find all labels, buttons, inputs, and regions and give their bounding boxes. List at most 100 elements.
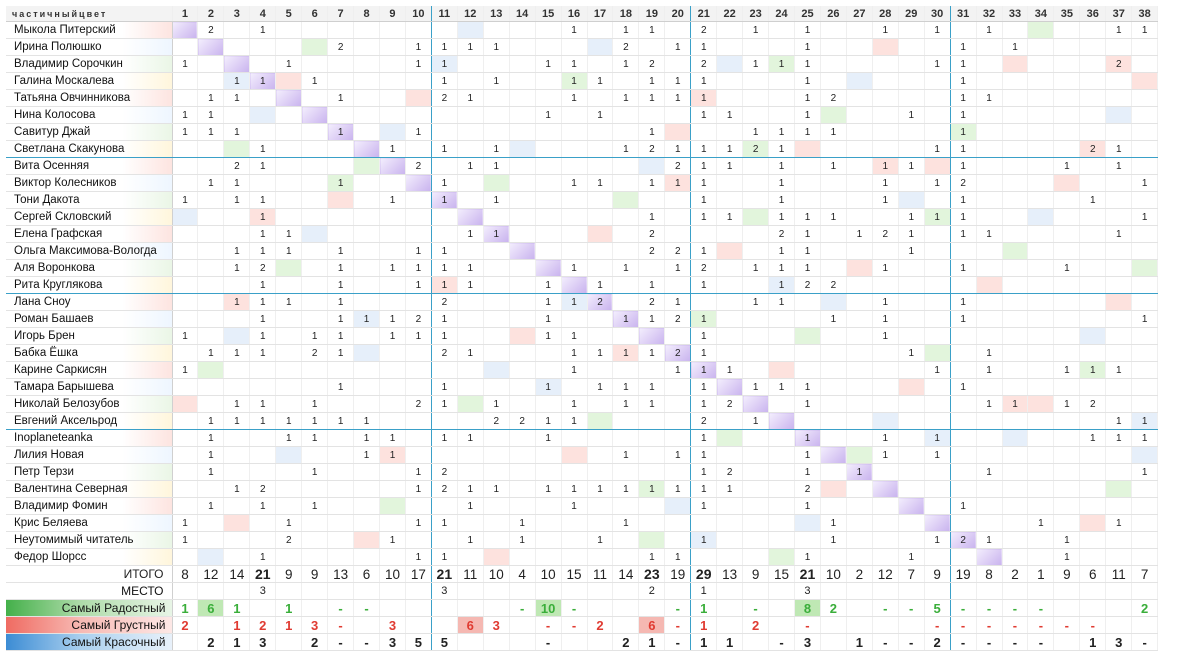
- score-cell[interactable]: [249, 531, 277, 549]
- score-cell[interactable]: 1: [561, 327, 588, 345]
- score-cell[interactable]: 1: [223, 72, 251, 90]
- score-cell[interactable]: [898, 21, 925, 39]
- score-cell[interactable]: 2: [950, 174, 977, 192]
- score-cell[interactable]: [379, 21, 406, 39]
- score-cell[interactable]: 1: [431, 310, 458, 328]
- score-cell[interactable]: [924, 259, 951, 277]
- score-cell[interactable]: [1079, 463, 1107, 481]
- score-cell[interactable]: 1: [249, 225, 277, 243]
- score-cell[interactable]: [509, 378, 536, 396]
- score-cell[interactable]: [327, 225, 355, 243]
- score-cell[interactable]: 2: [405, 310, 432, 328]
- score-cell[interactable]: [172, 157, 199, 175]
- score-cell[interactable]: [353, 208, 380, 226]
- score-cell[interactable]: [872, 72, 899, 90]
- score-cell[interactable]: [587, 446, 614, 464]
- score-cell[interactable]: 2: [301, 344, 329, 362]
- score-cell[interactable]: 1: [1105, 140, 1133, 158]
- score-cell[interactable]: 1: [561, 55, 588, 73]
- score-cell[interactable]: [1002, 225, 1029, 243]
- score-cell[interactable]: 1: [716, 208, 744, 226]
- score-cell[interactable]: [742, 276, 770, 294]
- score-cell[interactable]: [794, 310, 821, 328]
- score-cell[interactable]: [1079, 412, 1107, 430]
- score-cell[interactable]: 1: [457, 259, 484, 277]
- score-cell[interactable]: [587, 412, 614, 430]
- score-cell[interactable]: [820, 344, 847, 362]
- score-cell[interactable]: 2: [431, 480, 458, 498]
- score-cell[interactable]: [301, 55, 329, 73]
- score-cell[interactable]: [768, 106, 795, 124]
- score-cell[interactable]: [1105, 531, 1133, 549]
- score-cell[interactable]: 1: [820, 531, 847, 549]
- score-cell[interactable]: [353, 361, 380, 379]
- score-cell[interactable]: [457, 548, 484, 566]
- score-cell[interactable]: [535, 259, 562, 277]
- score-cell[interactable]: 1: [742, 55, 770, 73]
- score-cell[interactable]: 1: [405, 514, 432, 532]
- score-cell[interactable]: 1: [301, 497, 329, 515]
- score-cell[interactable]: 1: [612, 446, 640, 464]
- score-cell[interactable]: [638, 514, 666, 532]
- score-cell[interactable]: [379, 395, 406, 413]
- score-cell[interactable]: [587, 497, 614, 515]
- score-cell[interactable]: [1053, 412, 1081, 430]
- score-cell[interactable]: 1: [1131, 310, 1159, 328]
- score-cell[interactable]: 1: [924, 429, 951, 447]
- score-cell[interactable]: 1: [457, 344, 484, 362]
- score-cell[interactable]: [768, 395, 795, 413]
- score-cell[interactable]: 1: [1079, 429, 1107, 447]
- score-cell[interactable]: [846, 208, 873, 226]
- score-cell[interactable]: [275, 72, 303, 90]
- score-cell[interactable]: 1: [223, 191, 251, 209]
- score-cell[interactable]: [664, 497, 692, 515]
- score-cell[interactable]: [275, 344, 303, 362]
- score-cell[interactable]: [197, 72, 225, 90]
- score-cell[interactable]: 1: [249, 276, 277, 294]
- score-cell[interactable]: [742, 38, 770, 56]
- score-cell[interactable]: [924, 327, 951, 345]
- score-cell[interactable]: [820, 395, 847, 413]
- score-cell[interactable]: [768, 361, 795, 379]
- score-cell[interactable]: 1: [794, 225, 821, 243]
- score-cell[interactable]: 1: [794, 72, 821, 90]
- score-cell[interactable]: [509, 140, 536, 158]
- score-cell[interactable]: [1027, 55, 1055, 73]
- score-cell[interactable]: [457, 327, 484, 345]
- score-cell[interactable]: [353, 531, 380, 549]
- score-cell[interactable]: [1053, 463, 1081, 481]
- score-cell[interactable]: 2: [638, 225, 666, 243]
- score-cell[interactable]: [1027, 140, 1055, 158]
- score-cell[interactable]: 1: [690, 276, 718, 294]
- score-cell[interactable]: [1027, 412, 1055, 430]
- score-cell[interactable]: [301, 174, 329, 192]
- score-cell[interactable]: 2: [950, 531, 977, 549]
- score-cell[interactable]: [820, 361, 847, 379]
- score-cell[interactable]: [431, 21, 458, 39]
- score-cell[interactable]: 1: [794, 463, 821, 481]
- score-cell[interactable]: 2: [716, 395, 744, 413]
- score-cell[interactable]: 1: [872, 21, 899, 39]
- score-cell[interactable]: 1: [924, 21, 951, 39]
- score-cell[interactable]: [353, 106, 380, 124]
- score-cell[interactable]: [327, 361, 355, 379]
- score-cell[interactable]: 1: [172, 123, 199, 141]
- reader-name-cell[interactable]: Тамара Барышева: [6, 378, 173, 396]
- score-cell[interactable]: 1: [197, 412, 225, 430]
- score-cell[interactable]: 2: [327, 38, 355, 56]
- score-cell[interactable]: 1: [768, 276, 795, 294]
- score-cell[interactable]: [794, 293, 821, 311]
- score-cell[interactable]: [612, 531, 640, 549]
- score-cell[interactable]: 1: [612, 55, 640, 73]
- score-cell[interactable]: [197, 242, 225, 260]
- score-cell[interactable]: [509, 242, 536, 260]
- score-cell[interactable]: 1: [327, 293, 355, 311]
- score-cell[interactable]: [1053, 106, 1081, 124]
- score-cell[interactable]: [768, 21, 795, 39]
- score-cell[interactable]: 1: [223, 89, 251, 107]
- score-cell[interactable]: 2: [1105, 55, 1133, 73]
- score-cell[interactable]: 1: [431, 242, 458, 260]
- score-cell[interactable]: 1: [794, 497, 821, 515]
- score-cell[interactable]: 1: [664, 174, 692, 192]
- reader-name-cell[interactable]: Крис Беляева: [6, 514, 173, 532]
